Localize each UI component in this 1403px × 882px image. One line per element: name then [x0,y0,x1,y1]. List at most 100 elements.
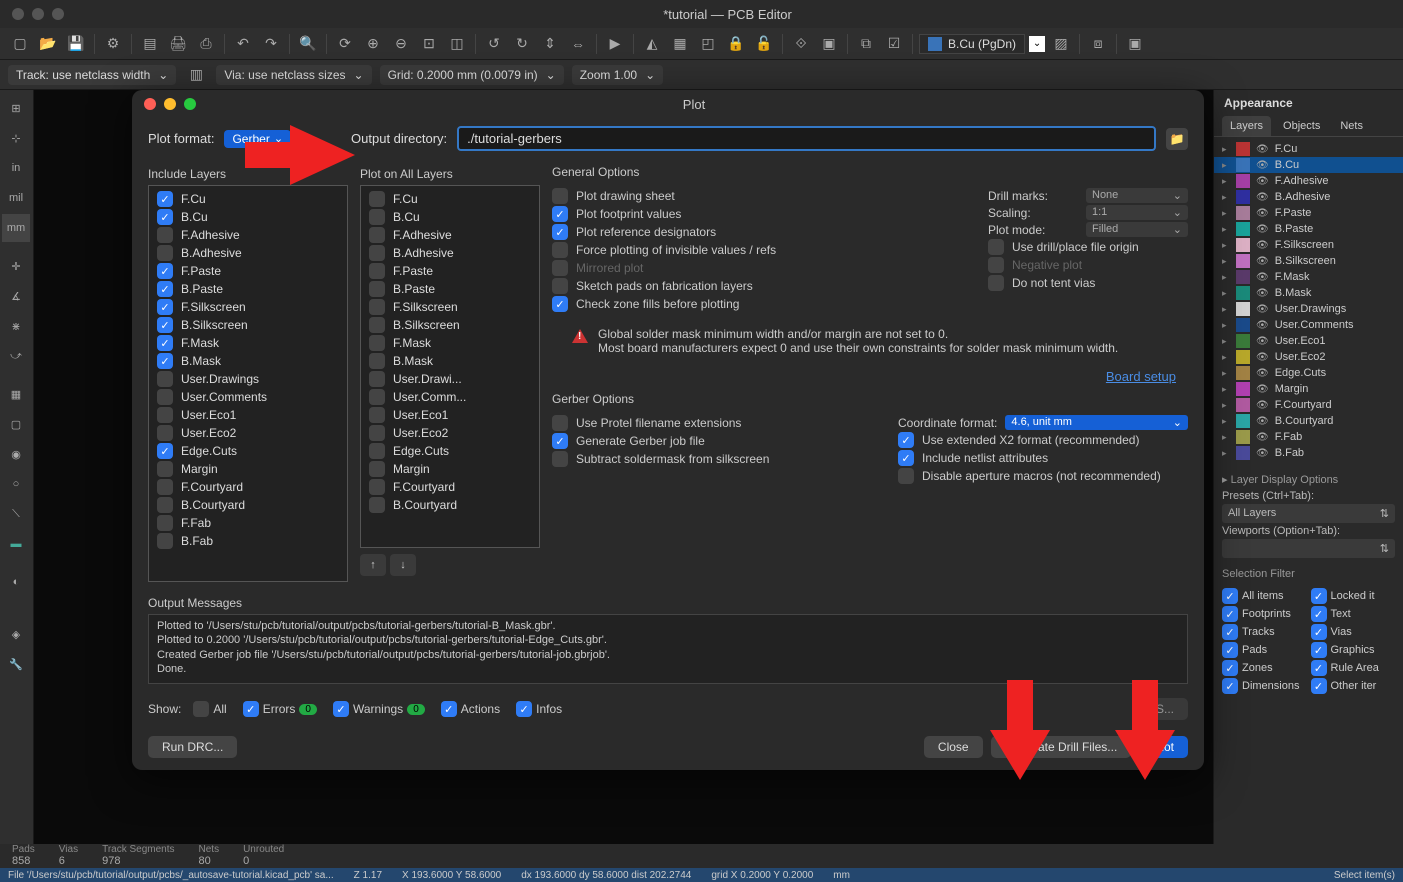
layer-row[interactable]: ▸👁Margin [1214,381,1403,397]
run-icon[interactable]: ▶ [603,32,627,56]
update-icon[interactable]: ⟐ [789,32,813,56]
layer-item[interactable]: B.Mask [365,352,535,370]
option-checkbox[interactable]: Plot drawing sheet [552,187,968,205]
new-icon[interactable]: ▢ [8,32,32,56]
layer-item[interactable]: B.Courtyard [153,496,343,514]
layer-item[interactable]: ✓Edge.Cuts [153,442,343,460]
layer-item[interactable]: User.Eco2 [153,424,343,442]
layer-item[interactable]: Edge.Cuts [365,442,535,460]
chev-down-icon[interactable]: ⌄ [1029,36,1045,52]
layer-row[interactable]: ▸👁F.Cu [1214,141,1403,157]
layer-row[interactable]: ▸👁B.Silkscreen [1214,253,1403,269]
mirror-v-icon[interactable]: ⇕ [538,32,562,56]
track-icon[interactable]: ⟍ [2,500,30,528]
layer-row[interactable]: ▸👁F.Adhesive [1214,173,1403,189]
run-drc-button[interactable]: Run DRC... [148,736,237,758]
option-checkbox[interactable]: Disable aperture macros (not recommended… [898,467,1188,485]
mirror-h-icon[interactable]: ⇔ [566,32,590,56]
window-controls[interactable] [12,8,64,20]
option-checkbox[interactable]: Do not tent vias [988,274,1188,292]
show-filter-item[interactable]: ✓Errors0 [243,701,317,717]
save-output-button[interactable]: S... [1142,698,1188,720]
layer-row[interactable]: ▸👁User.Eco2 [1214,349,1403,365]
lock-icon[interactable]: 🔒 [724,32,748,56]
viewports-select[interactable]: ⇅ [1222,539,1395,558]
layer-display-options[interactable]: ▸ Layer Display Options [1222,469,1395,490]
unlock-icon[interactable]: 🔓 [752,32,776,56]
polar-icon[interactable]: ⊹ [2,124,30,152]
layer-item[interactable]: ✓B.Mask [153,352,343,370]
layer-row[interactable]: ▸👁User.Drawings [1214,301,1403,317]
via-size-select[interactable]: Via: use netclass sizes [216,65,371,85]
layer-row[interactable]: ▸👁B.Adhesive [1214,189,1403,205]
layer-item[interactable]: F.Courtyard [153,478,343,496]
layer-item[interactable]: B.Adhesive [365,244,535,262]
unit-mm[interactable]: mm [2,214,30,242]
undo-icon[interactable]: ↶ [231,32,255,56]
layer-row[interactable]: ▸👁B.Paste [1214,221,1403,237]
ratsnest-icon[interactable]: ⋇ [2,312,30,340]
layer-item[interactable]: ✓F.Mask [153,334,343,352]
track-edit-icon[interactable]: ▥ [184,63,208,87]
layer-item[interactable]: ✓B.Cu [153,208,343,226]
unit-in[interactable]: in [2,154,30,182]
grid-select[interactable]: Grid: 0.2000 mm (0.0079 in) [380,65,564,85]
show-filter-item[interactable]: ✓Actions [441,701,500,717]
redo-icon[interactable]: ↷ [259,32,283,56]
layer-item[interactable]: F.Courtyard [365,478,535,496]
layer-item[interactable]: F.Paste [365,262,535,280]
tab-layers[interactable]: Layers [1222,116,1271,136]
zoom-sel-icon[interactable]: ◫ [445,32,469,56]
rotate-cw-icon[interactable]: ↻ [510,32,534,56]
unit-mil[interactable]: mil [2,184,30,212]
layer-row[interactable]: ▸👁B.Mask [1214,285,1403,301]
option-checkbox[interactable]: Sketch pads on fabrication layers [552,277,968,295]
zoom-in-icon[interactable]: ⊕ [361,32,385,56]
plot-icon[interactable]: ⎙ [194,32,218,56]
fp-icon[interactable]: ◰ [696,32,720,56]
layers-icon[interactable]: ▦ [668,32,692,56]
layer-item[interactable]: User.Eco1 [153,406,343,424]
option-select[interactable]: None⌄ [1086,188,1188,203]
sel-filter-item[interactable]: ✓Rule Area [1311,660,1396,676]
net-inspect-icon[interactable]: ⧉ [854,32,878,56]
sel-filter-item[interactable]: ✓Pads [1222,642,1307,658]
find-icon[interactable]: 🔍 [296,32,320,56]
layer-item[interactable]: B.Cu [365,208,535,226]
layer-item[interactable]: F.Silkscreen [365,298,535,316]
sel-filter-item[interactable]: ✓Locked it [1311,588,1396,604]
option-checkbox[interactable]: Force plotting of invisible values / ref… [552,241,968,259]
layer-item[interactable]: User.Drawings [153,370,343,388]
print-icon[interactable]: 🖨 [166,32,190,56]
layer-item[interactable]: B.Courtyard [365,496,535,514]
move-down-button[interactable]: ↓ [390,554,416,576]
layer-item[interactable]: F.Adhesive [153,226,343,244]
layer-row[interactable]: ▸👁B.Courtyard [1214,413,1403,429]
layer-item[interactable]: ✓F.Paste [153,262,343,280]
flip-icon[interactable]: ◭ [640,32,664,56]
layers-stack-icon[interactable]: ◈ [2,620,30,648]
include-layers-list[interactable]: ✓F.Cu✓B.CuF.AdhesiveB.Adhesive✓F.Paste✓B… [148,185,348,582]
layer-row[interactable]: ▸👁B.Cu [1214,157,1403,173]
console-icon[interactable]: ▣ [1123,32,1147,56]
tab-nets[interactable]: Nets [1332,116,1371,136]
option-checkbox[interactable]: ✓Check zone fills before plotting [552,295,968,313]
layer-row[interactable]: ▸👁F.Courtyard [1214,397,1403,413]
page-settings-icon[interactable]: ▤ [138,32,162,56]
wrench-icon[interactable]: 🔧 [2,650,30,678]
layer-row[interactable]: ▸👁User.Comments [1214,317,1403,333]
show-filter-item[interactable]: All [193,701,226,717]
save-icon[interactable]: 💾 [64,32,88,56]
sel-filter-item[interactable]: ✓Zones [1222,660,1307,676]
zoom-fit-icon[interactable]: ⊡ [417,32,441,56]
layer-row[interactable]: ▸👁Edge.Cuts [1214,365,1403,381]
option-checkbox[interactable]: Subtract soldermask from silkscreen [552,450,878,468]
dialog-window-controls[interactable] [144,98,196,110]
board-setup-link[interactable]: Board setup [1106,369,1176,384]
sel-filter-item[interactable]: ✓Footprints [1222,606,1307,622]
layer-item[interactable]: Margin [153,460,343,478]
show-filter-item[interactable]: ✓Warnings0 [333,701,425,717]
layer-item[interactable]: ✓B.Silkscreen [153,316,343,334]
layer-item[interactable]: User.Eco1 [365,406,535,424]
option-checkbox[interactable]: Use drill/place file origin [988,238,1188,256]
